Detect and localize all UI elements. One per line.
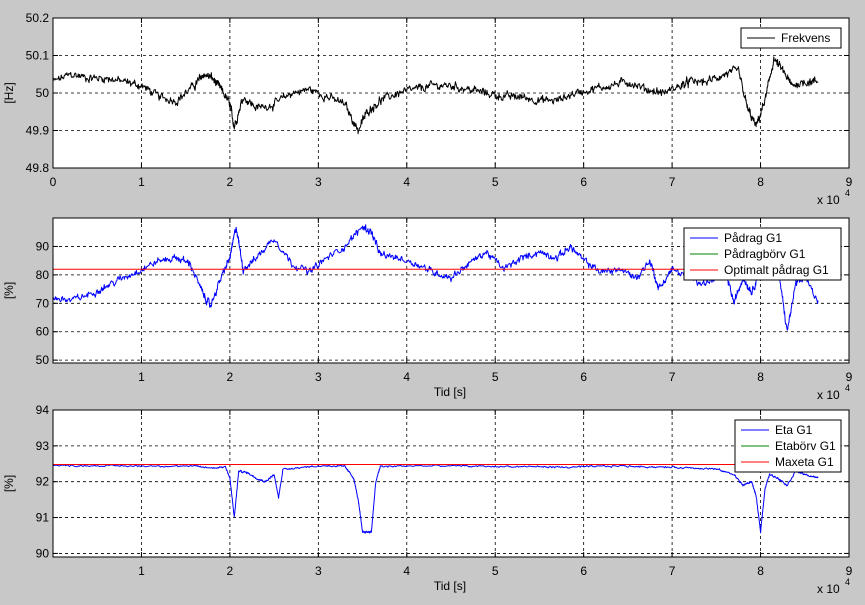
tick-marks <box>53 409 850 557</box>
x-tick-label: 9 <box>846 370 853 384</box>
y-axis-label: [%] <box>2 282 16 299</box>
x-axis-label: Tid [s] <box>434 579 466 593</box>
x-tick-label: 1 <box>138 564 145 578</box>
x-tick-label: 5 <box>492 564 499 578</box>
y-tick-label: 91 <box>36 511 50 525</box>
legend-label-1: Pådrag G1 <box>724 231 782 245</box>
legend: Pådrag G1 Pådragbörv G1 Optimalt pådrag G1 <box>683 227 842 281</box>
x-tick-label: 2 <box>227 370 234 384</box>
x-tick-label: 5 <box>492 370 499 384</box>
x-exponent-power: 4 <box>845 577 850 587</box>
x-exponent-base: x 10 <box>817 388 840 402</box>
y-tick-label: 92 <box>36 475 50 489</box>
legend-box <box>740 27 842 49</box>
plot-panel-2: 1 2 3 4 5 6 7 8 9 50 60 70 80 90 x 10 4 Tid [s] [%] Pådrag… <box>2 217 853 402</box>
x-axis-label: Tid [s] <box>434 385 466 399</box>
x-tick-label: 0 <box>50 175 57 189</box>
x-tick-label: 6 <box>580 175 587 189</box>
legend-label-2: Pådragbörv G1 <box>724 247 806 261</box>
y-tick-label: 49.9 <box>26 124 50 138</box>
x-tick-label: 7 <box>669 564 676 578</box>
x-tick-label: 7 <box>669 175 676 189</box>
x-tick-label: 8 <box>757 175 764 189</box>
y-tick-label: 50 <box>36 86 50 100</box>
series-group <box>52 464 819 534</box>
series-line-1 <box>52 56 819 135</box>
x-exponent-base: x 10 <box>817 193 840 207</box>
y-tick-label: 70 <box>36 296 50 310</box>
tick-marks <box>53 218 850 363</box>
y-tick-label: 93 <box>36 439 50 453</box>
x-tick-label: 3 <box>315 370 322 384</box>
legend-label-1: Frekvens <box>781 31 830 45</box>
legend-label-2: Etabörv G1 <box>775 439 836 453</box>
legend: Eta G1 Etabörv G1 Maxeta G1 <box>734 419 842 473</box>
axes-box <box>52 217 850 364</box>
grid-lines <box>53 410 849 557</box>
x-tick-label: 3 <box>315 564 322 578</box>
y-tick-label: 50.1 <box>26 49 50 63</box>
y-tick-label: 49.8 <box>26 161 50 175</box>
x-tick-label: 4 <box>403 370 410 384</box>
x-exponent-power: 4 <box>845 383 850 393</box>
y-tick-label: 90 <box>36 239 50 253</box>
series-line-1 <box>52 224 819 331</box>
x-tick-label: 9 <box>846 175 853 189</box>
legend-label-3: Maxeta G1 <box>775 455 834 469</box>
plot-panel-1: 0 1 2 3 4 5 6 7 8 9 49.8 49.9 50 50.1 50.2 x 10 4 [Hz] Fre… <box>2 11 853 207</box>
y-tick-label: 50.2 <box>26 11 50 25</box>
y-axis-label: [Hz] <box>2 82 16 103</box>
x-tick-label: 3 <box>315 175 322 189</box>
grid-lines <box>53 218 849 363</box>
y-tick-label: 90 <box>36 546 50 560</box>
grid-lines <box>53 18 849 168</box>
x-tick-label: 5 <box>492 175 499 189</box>
x-tick-label: 4 <box>403 175 410 189</box>
legend-label-3: Optimalt pådrag G1 <box>724 263 829 277</box>
x-tick-label: 2 <box>227 564 234 578</box>
x-tick-label: 2 <box>227 175 234 189</box>
legend-label-1: Eta G1 <box>775 423 813 437</box>
y-tick-label: 60 <box>36 325 50 339</box>
x-tick-label: 1 <box>138 175 145 189</box>
axes-box <box>52 409 850 558</box>
series-group <box>52 56 819 135</box>
y-axis-label: [%] <box>2 475 16 492</box>
x-tick-label: 7 <box>669 370 676 384</box>
y-tick-label: 94 <box>36 403 50 417</box>
x-tick-label: 6 <box>580 564 587 578</box>
legend: Frekvens <box>740 27 842 49</box>
plot-area <box>53 410 849 557</box>
series-line-1 <box>52 464 819 534</box>
x-tick-label: 4 <box>403 564 410 578</box>
x-tick-label: 8 <box>757 370 764 384</box>
y-tick-label: 80 <box>36 268 50 282</box>
x-tick-label: 1 <box>138 370 145 384</box>
x-exponent-power: 4 <box>845 188 850 198</box>
y-tick-label: 50 <box>36 353 50 367</box>
x-tick-label: 6 <box>580 370 587 384</box>
x-exponent-base: x 10 <box>817 582 840 596</box>
x-tick-label: 9 <box>846 564 853 578</box>
x-tick-label: 8 <box>757 564 764 578</box>
tick-marks <box>52 17 850 169</box>
